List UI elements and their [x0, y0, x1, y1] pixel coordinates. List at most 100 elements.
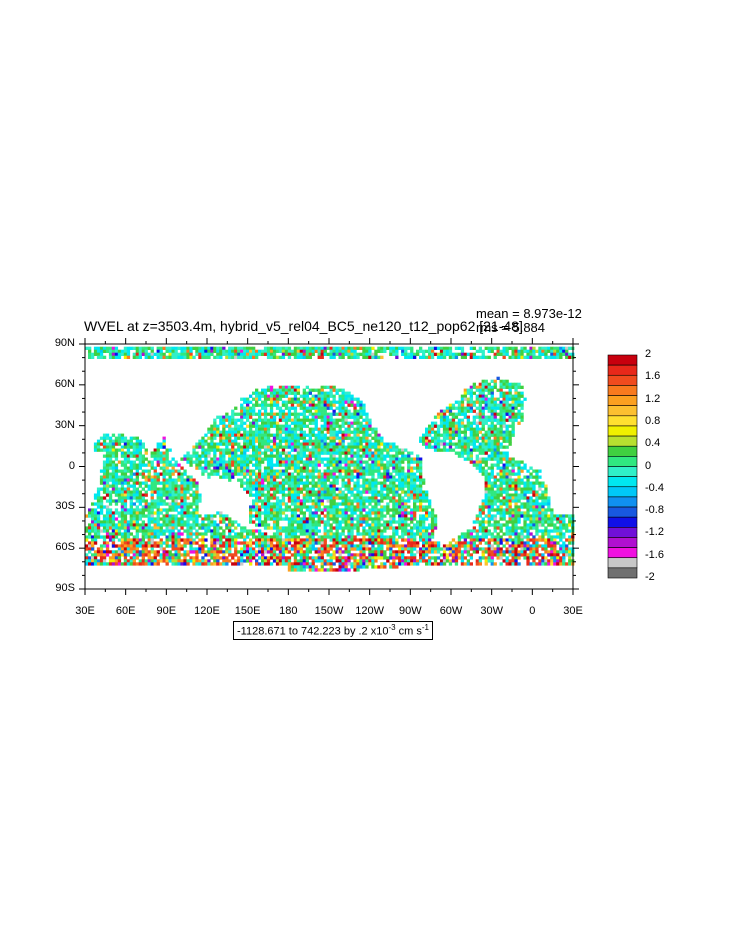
- field-cell: [204, 466, 208, 470]
- field-cell: [105, 472, 110, 476]
- field-cell: [311, 454, 315, 458]
- field-cell: [335, 400, 339, 404]
- field-cell: [374, 349, 378, 353]
- field-cell: [332, 505, 336, 509]
- field-cell: [320, 460, 324, 464]
- field-cell: [255, 505, 259, 509]
- field-cell: [216, 433, 220, 437]
- field-cell: [359, 463, 363, 467]
- field-cell: [460, 445, 465, 449]
- field-cell: [266, 403, 271, 407]
- field-cell: [165, 346, 169, 350]
- field-cell: [526, 529, 530, 533]
- field-cell: [392, 442, 396, 446]
- field-cell: [129, 436, 133, 440]
- field-cell: [457, 403, 462, 407]
- field-cell: [114, 436, 119, 440]
- field-cell: [258, 499, 262, 503]
- field-cell: [344, 394, 348, 398]
- field-cell: [296, 445, 300, 449]
- field-cell: [287, 349, 292, 353]
- field-cell: [436, 427, 441, 431]
- field-cell: [263, 469, 268, 473]
- field-cell: [261, 403, 265, 407]
- field-cell: [428, 505, 432, 509]
- field-cell: [138, 499, 142, 503]
- field-cell: [156, 517, 160, 521]
- field-cell: [362, 346, 366, 350]
- field-cell: [281, 463, 286, 467]
- field-cell: [165, 484, 169, 488]
- field-cell: [284, 481, 289, 485]
- field-cell: [287, 478, 292, 482]
- field-cell: [556, 529, 560, 533]
- field-cell: [108, 448, 113, 452]
- field-cell: [299, 499, 303, 503]
- field-cell: [258, 508, 262, 512]
- field-cell: [362, 469, 366, 473]
- field-cell: [290, 481, 295, 485]
- field-cell: [269, 385, 274, 389]
- field-cell: [129, 499, 133, 503]
- field-cell: [132, 460, 136, 464]
- field-cell: [120, 448, 125, 452]
- field-cell: [472, 382, 476, 386]
- field-cell: [141, 352, 145, 356]
- field-cell: [359, 448, 363, 452]
- field-cell: [392, 484, 396, 488]
- field-cell: [407, 505, 411, 509]
- field-cell: [261, 442, 265, 446]
- field-cell: [419, 499, 423, 503]
- field-cell: [111, 445, 116, 449]
- field-cell: [553, 517, 557, 521]
- field-cell: [255, 514, 259, 518]
- field-cell: [258, 532, 262, 536]
- field-cell: [505, 439, 509, 443]
- field-cell: [275, 349, 280, 353]
- field-cell: [499, 493, 503, 497]
- field-cell: [263, 412, 268, 416]
- field-cell: [272, 418, 277, 422]
- field-cell: [99, 535, 104, 539]
- field-cell: [96, 439, 101, 443]
- field-cell: [281, 415, 286, 419]
- field-cell: [350, 454, 354, 458]
- field-cell: [186, 352, 190, 356]
- field-cell: [416, 508, 420, 512]
- field-cell: [156, 490, 160, 494]
- field-cell: [129, 520, 133, 524]
- field-cell: [207, 445, 211, 449]
- field-cell: [147, 355, 151, 359]
- field-cell: [457, 439, 462, 443]
- field-cell: [102, 454, 107, 458]
- field-cell: [514, 493, 518, 497]
- field-cell: [117, 433, 122, 437]
- field-cell: [371, 436, 375, 440]
- field-cell: [305, 433, 309, 437]
- field-cell: [135, 496, 139, 500]
- field-cell: [320, 352, 324, 356]
- field-cell: [511, 478, 515, 482]
- field-cell: [526, 481, 530, 485]
- field-cell: [430, 526, 435, 530]
- field-cell: [168, 490, 172, 494]
- field-cell: [347, 499, 351, 503]
- field-cell: [562, 349, 566, 353]
- field-cell: [278, 454, 283, 458]
- field-cell: [258, 451, 262, 455]
- field-cell: [413, 496, 417, 500]
- field-cell: [454, 412, 459, 416]
- field-cell: [210, 346, 214, 350]
- field-cell: [213, 346, 217, 350]
- field-cell: [249, 355, 253, 359]
- field-cell: [255, 349, 259, 353]
- field-cell: [249, 478, 253, 482]
- field-cell: [255, 445, 259, 449]
- field-cell: [359, 421, 363, 425]
- field-cell: [469, 454, 473, 458]
- field-cell: [123, 481, 128, 485]
- field-cell: [323, 394, 327, 398]
- field-cell: [261, 445, 265, 449]
- field-cell: [475, 454, 479, 458]
- field-cell: [350, 511, 354, 515]
